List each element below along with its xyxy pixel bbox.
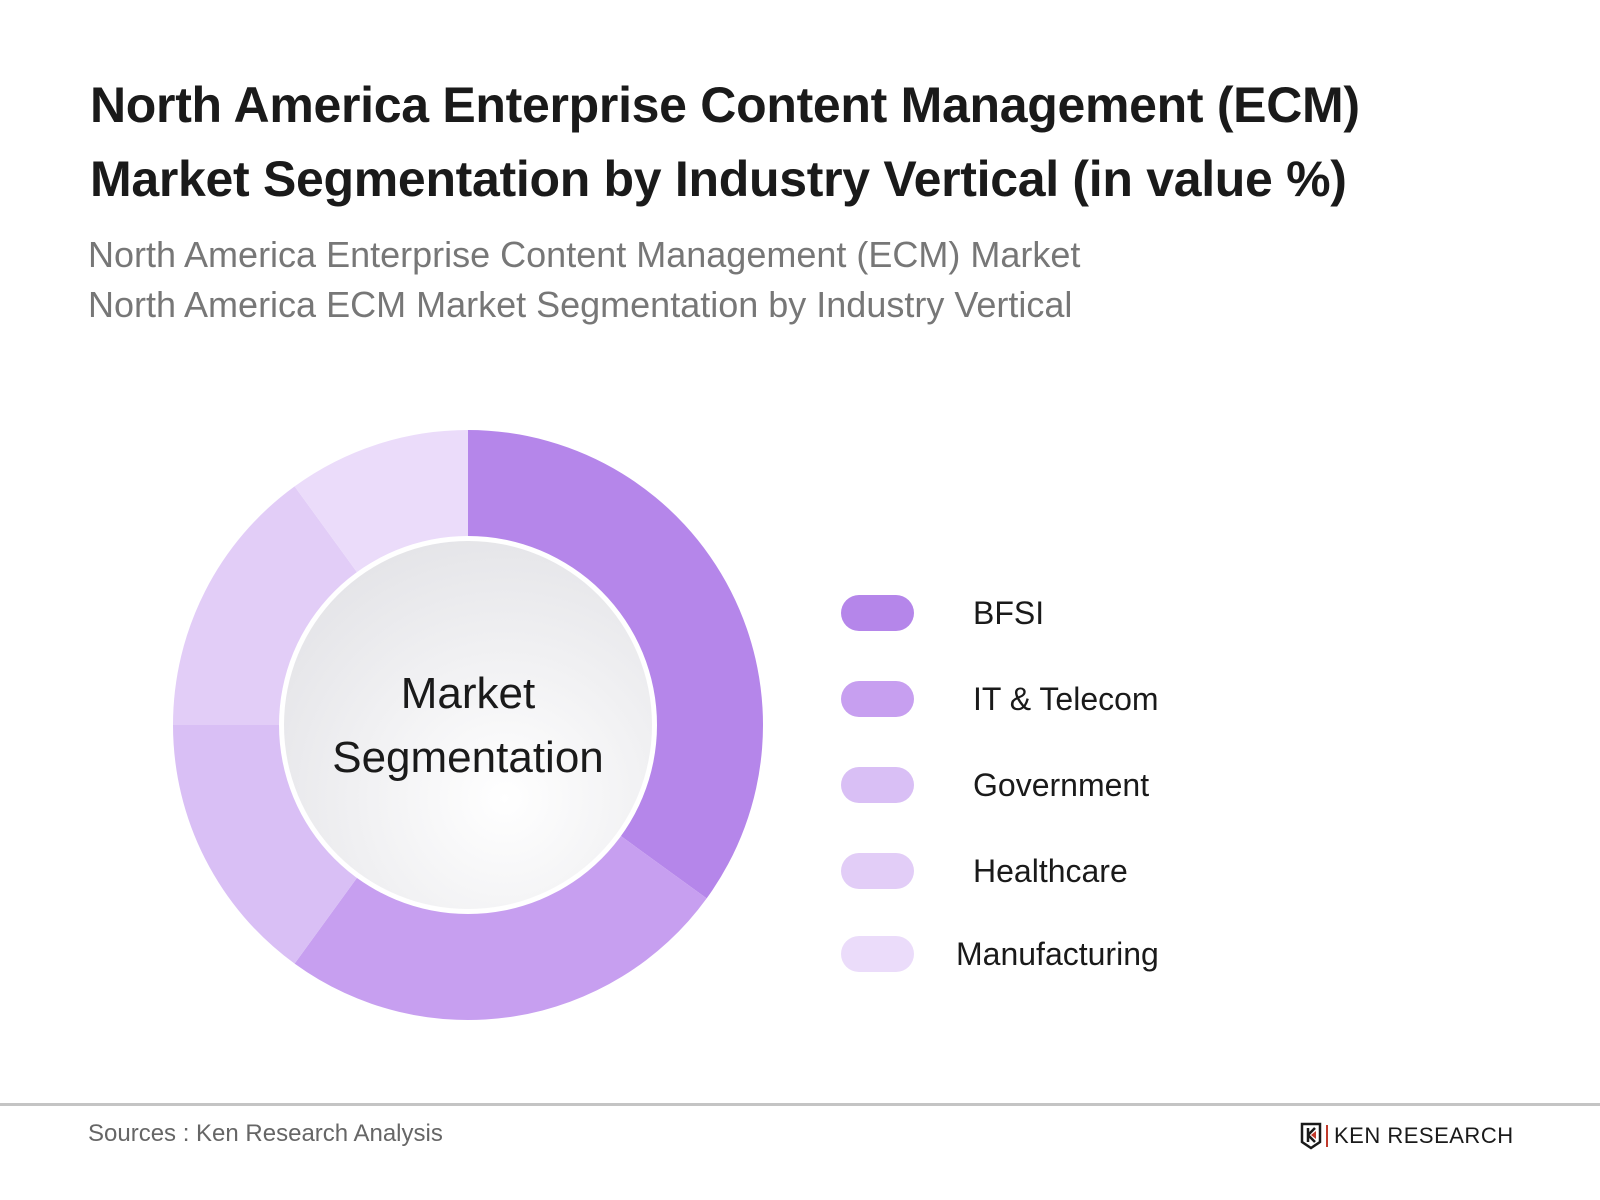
center-label: Market Segmentation	[318, 662, 618, 790]
legend-label: Manufacturing	[956, 936, 1159, 972]
source-note: Sources : Ken Research Analysis	[88, 1120, 443, 1147]
legend-label: Healthcare	[973, 853, 1128, 889]
ken-research-logo: KEN RESEARCH	[1300, 1122, 1514, 1150]
chart-subtitle: North America Enterprise Content Managem…	[88, 230, 1080, 330]
footer-divider	[0, 1103, 1600, 1106]
legend-swatch	[841, 681, 914, 717]
chart-title: North America Enterprise Content Managem…	[90, 68, 1360, 216]
title-line-2: Market Segmentation by Industry Vertical…	[90, 151, 1347, 207]
donut-center	[284, 541, 652, 909]
legend-swatch	[841, 767, 914, 803]
logo-shield-icon	[1300, 1122, 1322, 1150]
legend-swatch	[841, 936, 914, 972]
logo-text: KEN RESEARCH	[1334, 1123, 1514, 1148]
center-label-line-1: Market	[400, 669, 536, 718]
subtitle-line-2: North America ECM Market Segmentation by…	[88, 284, 1073, 325]
legend-label: BFSI	[973, 595, 1045, 631]
center-label-line-2: Segmentation	[332, 733, 604, 782]
subtitle-line-1: North America Enterprise Content Managem…	[88, 234, 1081, 275]
title-line-1: North America Enterprise Content Managem…	[90, 77, 1360, 133]
legend-label: IT & Telecom	[973, 681, 1159, 717]
legend-swatch	[841, 853, 914, 889]
legend-swatch	[841, 595, 914, 631]
legend-label: Government	[973, 767, 1150, 803]
